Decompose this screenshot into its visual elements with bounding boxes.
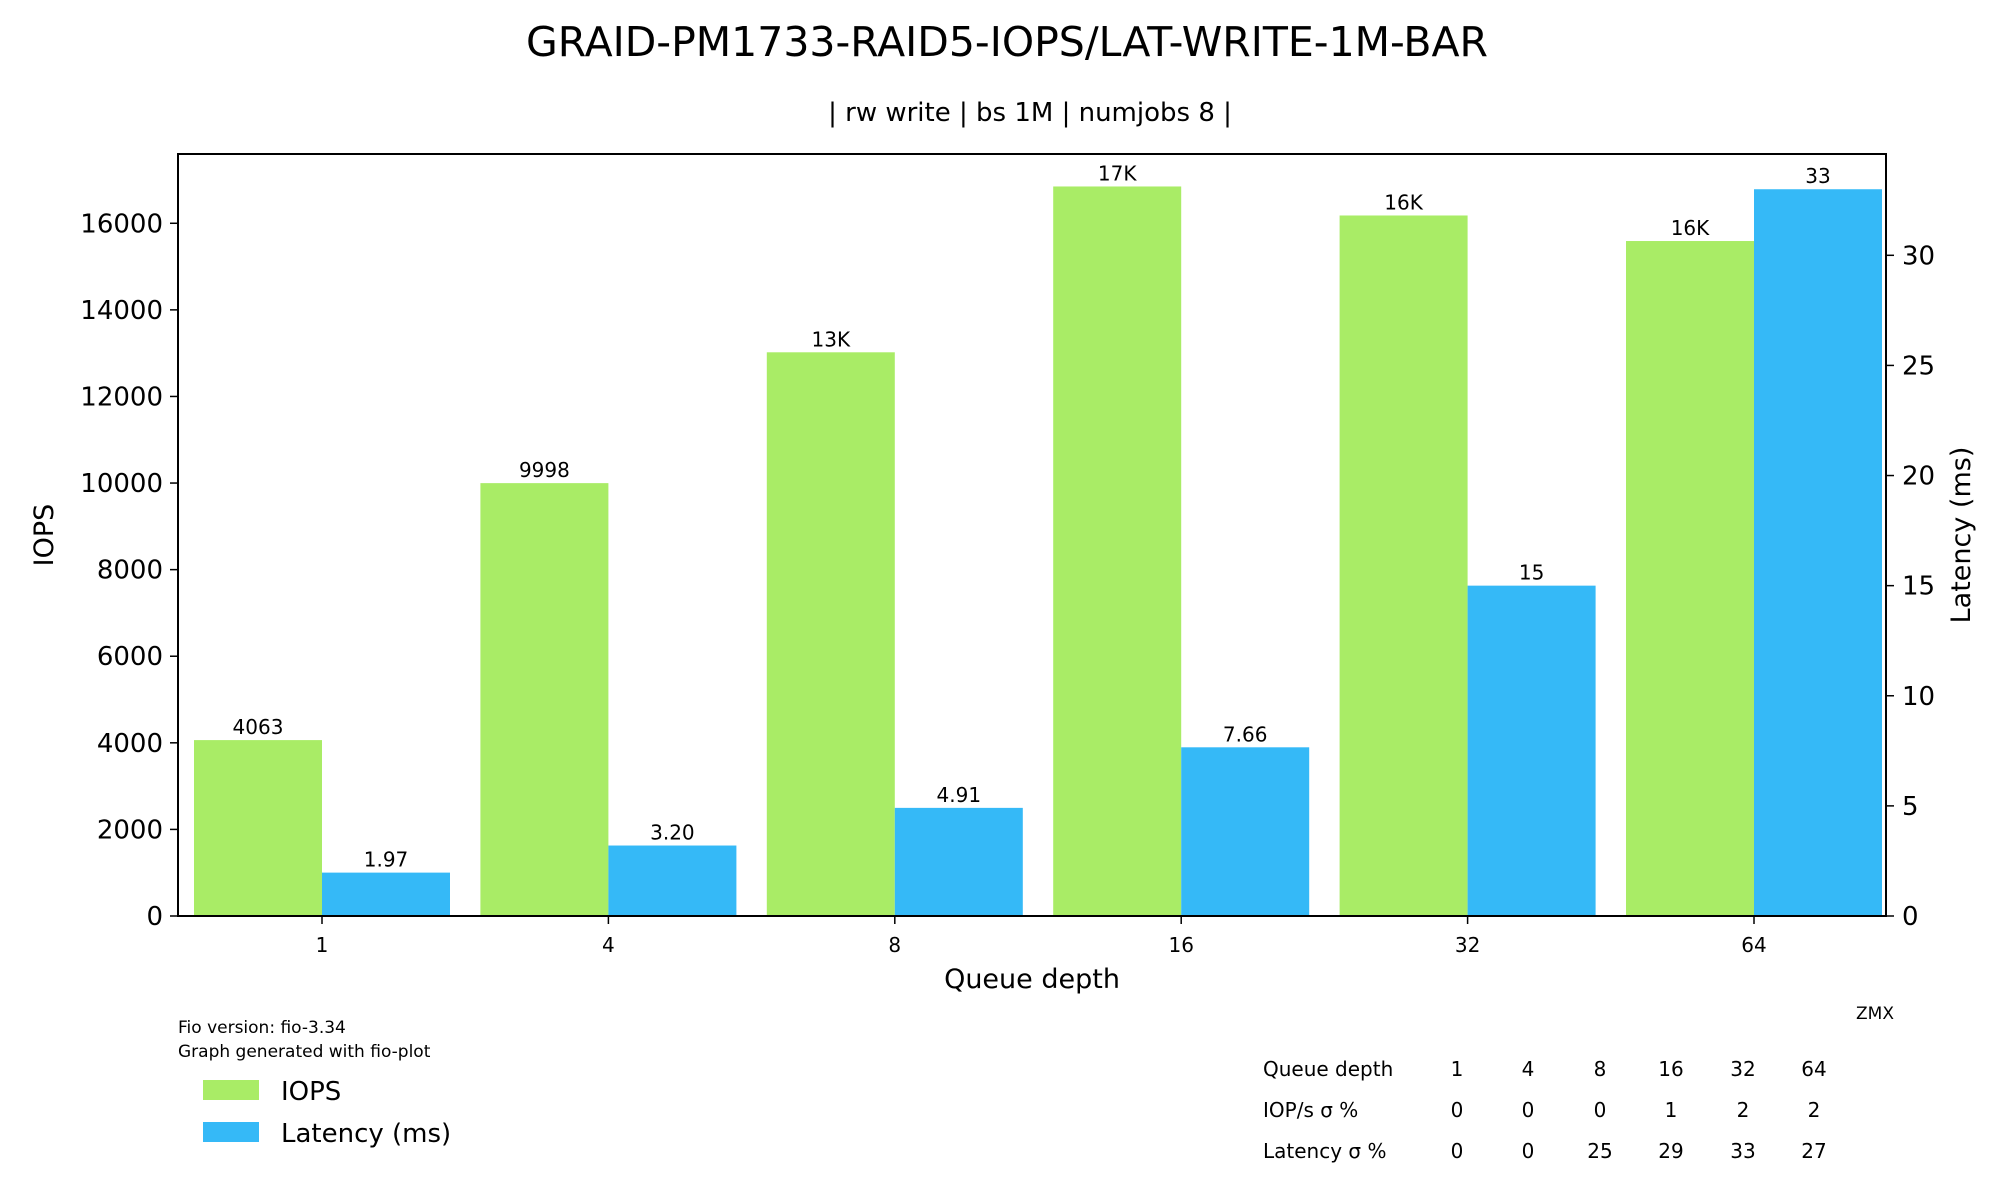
author-label: ZMX (1856, 1004, 1894, 1024)
stats-cell: 0 (1594, 1098, 1607, 1122)
y2-tick-label: 10 (1902, 682, 1935, 712)
y2-tick-label: 20 (1902, 462, 1935, 492)
bar-iops-qd-1 (194, 740, 322, 916)
y-tick-label: 4000 (97, 729, 163, 759)
bar-label-latency-qd-4: 3.20 (650, 821, 695, 845)
stats-cell: 33 (1730, 1139, 1755, 1163)
bar-label-iops-qd-16: 17K (1098, 161, 1137, 185)
stats-row-label: IOP/s σ % (1263, 1098, 1358, 1122)
x-tick-label: 4 (602, 933, 615, 957)
bar-label-latency-qd-8: 4.91 (937, 783, 982, 807)
x-axis: 1 4 8 16 32 64 (316, 916, 1767, 957)
y-tick-label: 6000 (97, 642, 163, 672)
bar-label-latency-qd-32: 15 (1519, 561, 1544, 585)
bar-iops-qd-4 (480, 483, 609, 916)
bar-label-iops-qd-64: 16K (1671, 216, 1710, 240)
bar-latency-qd-32 (1467, 585, 1596, 916)
stats-cell: 2 (1808, 1098, 1821, 1122)
legend-swatch-iops (203, 1080, 259, 1100)
plot-frame (177, 153, 1887, 917)
bar-latency-qd-4 (608, 845, 737, 916)
y-tick-label: 8000 (97, 556, 163, 586)
y-tick-label: 14000 (80, 296, 163, 326)
stats-cell: 2 (1737, 1098, 1750, 1122)
bar-label-iops-qd-32: 16K (1384, 190, 1423, 214)
stats-cell: 8 (1594, 1057, 1607, 1081)
y2-tick-label: 30 (1902, 241, 1935, 271)
bar-label-iops-qd-4: 9998 (519, 458, 570, 482)
y2-tick-label: 5 (1902, 792, 1919, 822)
bar-label-iops-qd-1: 4063 (233, 715, 284, 739)
generated-with-note: Graph generated with fio-plot (178, 1042, 431, 1062)
stats-cell: 16 (1658, 1057, 1683, 1081)
y-axis-right: 0 5 10 15 20 25 30 (1886, 241, 1935, 932)
bar-latency-qd-16 (1181, 747, 1310, 916)
y2-tick-label: 0 (1902, 902, 1919, 932)
stats-row-label: Queue depth (1263, 1057, 1393, 1081)
bar-label-latency-qd-1: 1.97 (364, 848, 409, 872)
y-tick-label: 2000 (97, 815, 163, 845)
bar-iops-qd-64 (1626, 241, 1754, 916)
stats-cell: 1 (1665, 1098, 1678, 1122)
y-tick-label: 10000 (80, 469, 163, 499)
stats-cell: 0 (1451, 1139, 1464, 1163)
stats-cell: 4 (1522, 1057, 1535, 1081)
chart-subtitle: | rw write | bs 1M | numjobs 8 | (828, 98, 1232, 128)
bar-label-latency-qd-16: 7.66 (1223, 722, 1268, 746)
stats-table: Queue depth 1 4 8 16 32 64 IOP/s σ % 0 0 0 1 2 2 Laten… (1263, 1057, 1827, 1163)
stats-row-label: Latency σ % (1263, 1139, 1386, 1163)
bars-layer (194, 186, 1882, 917)
fio-version-note: Fio version: fio-3.34 (178, 1018, 346, 1038)
y2-tick-label: 25 (1902, 351, 1935, 381)
bar-latency-qd-8 (894, 807, 1023, 916)
legend-swatch-latency (203, 1122, 259, 1142)
bar-latency-qd-64 (1754, 189, 1882, 916)
y-tick-label: 16000 (80, 209, 163, 239)
bar-iops-qd-8 (766, 352, 895, 916)
x-tick-label: 8 (888, 933, 901, 957)
bar-label-iops-qd-8: 13K (812, 327, 851, 351)
legend-label-iops: IOPS (281, 1077, 341, 1107)
y-axis-label: IOPS (29, 504, 60, 567)
bar-labels-layer: 4063 1.97 9998 3.20 13K 4.91 17K 7.66 16K 15 16K 33 (233, 161, 1831, 871)
x-tick-label: 32 (1455, 933, 1480, 957)
stats-cell: 0 (1522, 1139, 1535, 1163)
x-axis-label: Queue depth (944, 964, 1120, 995)
bar-label-latency-qd-64: 33 (1805, 164, 1830, 188)
stats-cell: 25 (1587, 1139, 1612, 1163)
stats-cell: 27 (1801, 1139, 1826, 1163)
x-tick-label: 16 (1168, 933, 1193, 957)
y-axis-left: 0 2000 4000 6000 8000 10000 12000 14000 16000 (80, 209, 178, 932)
bar-iops-qd-32 (1339, 215, 1468, 916)
y2-tick-label: 15 (1902, 572, 1935, 602)
y2-axis-label: Latency (ms) (1946, 447, 1977, 624)
y-tick-label: 12000 (80, 382, 163, 412)
legend-label-latency: Latency (ms) (281, 1119, 451, 1149)
bar-latency-qd-1 (322, 872, 450, 916)
stats-cell: 29 (1658, 1139, 1683, 1163)
chart-title: GRAID-PM1733-RAID5-IOPS/LAT-WRITE-1M-BAR (526, 18, 1488, 66)
stats-cell: 32 (1730, 1057, 1755, 1081)
y-tick-label: 0 (146, 902, 163, 932)
stats-cell: 1 (1451, 1057, 1464, 1081)
stats-cell: 0 (1451, 1098, 1464, 1122)
bar-iops-qd-16 (1053, 186, 1182, 917)
stats-cell: 64 (1801, 1057, 1826, 1081)
stats-cell: 0 (1522, 1098, 1535, 1122)
legend: IOPS Latency (ms) (203, 1077, 451, 1149)
x-tick-label: 64 (1741, 933, 1766, 957)
x-tick-label: 1 (316, 933, 329, 957)
